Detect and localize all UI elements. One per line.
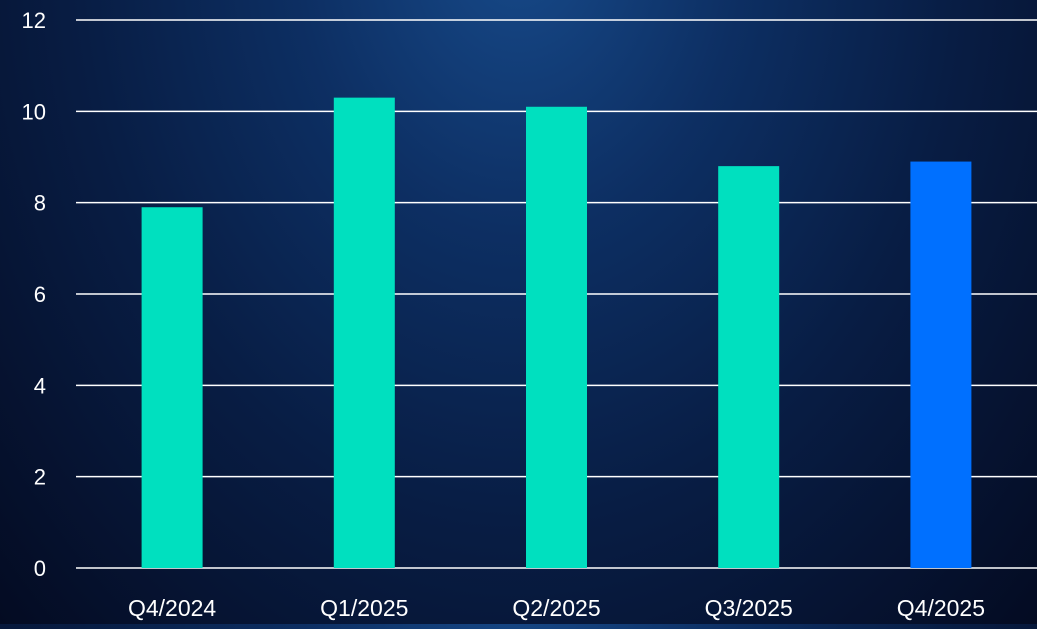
y-tick-label: 12	[22, 8, 46, 33]
bars	[141, 97, 972, 569]
x-tick-label: Q1/2025	[320, 595, 408, 621]
bar-q4-2024	[141, 207, 203, 568]
y-tick-label: 4	[34, 373, 46, 398]
y-tick-label: 2	[34, 465, 46, 490]
bar-q3-2025	[718, 166, 780, 568]
x-tick-label: Q4/2024	[128, 595, 216, 621]
bar-q1-2025	[333, 97, 395, 568]
bar-q2-2025	[526, 106, 587, 569]
y-tick-label: 0	[34, 556, 46, 581]
bar-q4-2025	[910, 161, 972, 569]
x-axis-ticks: Q4/2024 Q1/2025 Q2/2025 Q3/2025 Q4/2025	[128, 595, 985, 621]
y-tick-label: 10	[22, 99, 46, 124]
y-axis-ticks: 0 2 4 6 8 10 12	[22, 8, 46, 581]
y-tick-label: 6	[34, 282, 46, 307]
x-tick-label: Q2/2025	[512, 595, 600, 621]
y-tick-label: 8	[34, 191, 46, 216]
x-tick-label: Q3/2025	[705, 595, 793, 621]
x-tick-label: Q4/2025	[897, 595, 985, 621]
